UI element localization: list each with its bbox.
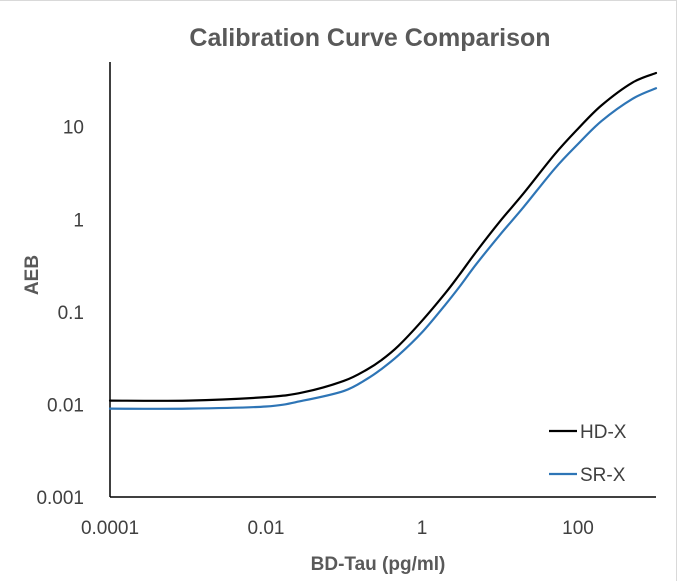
x-axis-title: BD-Tau (pg/ml) xyxy=(311,554,446,575)
y-tick-label: 0.001 xyxy=(36,488,84,509)
y-tick-label: 10 xyxy=(63,118,84,139)
y-axis-title: AEB xyxy=(22,255,43,295)
chart-title: Calibration Curve Comparison xyxy=(189,24,550,52)
x-tick-label: 1 xyxy=(417,518,428,539)
series-lines xyxy=(108,71,658,410)
y-tick-label: 0.01 xyxy=(47,395,84,416)
series-line-hd-x xyxy=(108,71,658,402)
y-tick-label: 0.1 xyxy=(58,303,84,324)
legend: HD-X SR-X xyxy=(549,422,627,486)
x-tick-label: 0.01 xyxy=(248,518,285,539)
legend-label-sr-x: SR-X xyxy=(580,465,626,486)
series-line-sr-x xyxy=(108,87,658,410)
x-tick-label: 100 xyxy=(562,518,594,539)
x-axis-ticks: 0.0001 0.01 1 100 xyxy=(81,518,594,539)
y-tick-label: 1 xyxy=(73,210,84,231)
plot-area xyxy=(109,62,656,498)
x-tick-label: 0.0001 xyxy=(81,518,139,539)
y-axis-ticks: 0.001 0.01 0.1 1 10 xyxy=(36,118,84,509)
legend-label-hd-x: HD-X xyxy=(580,422,627,443)
